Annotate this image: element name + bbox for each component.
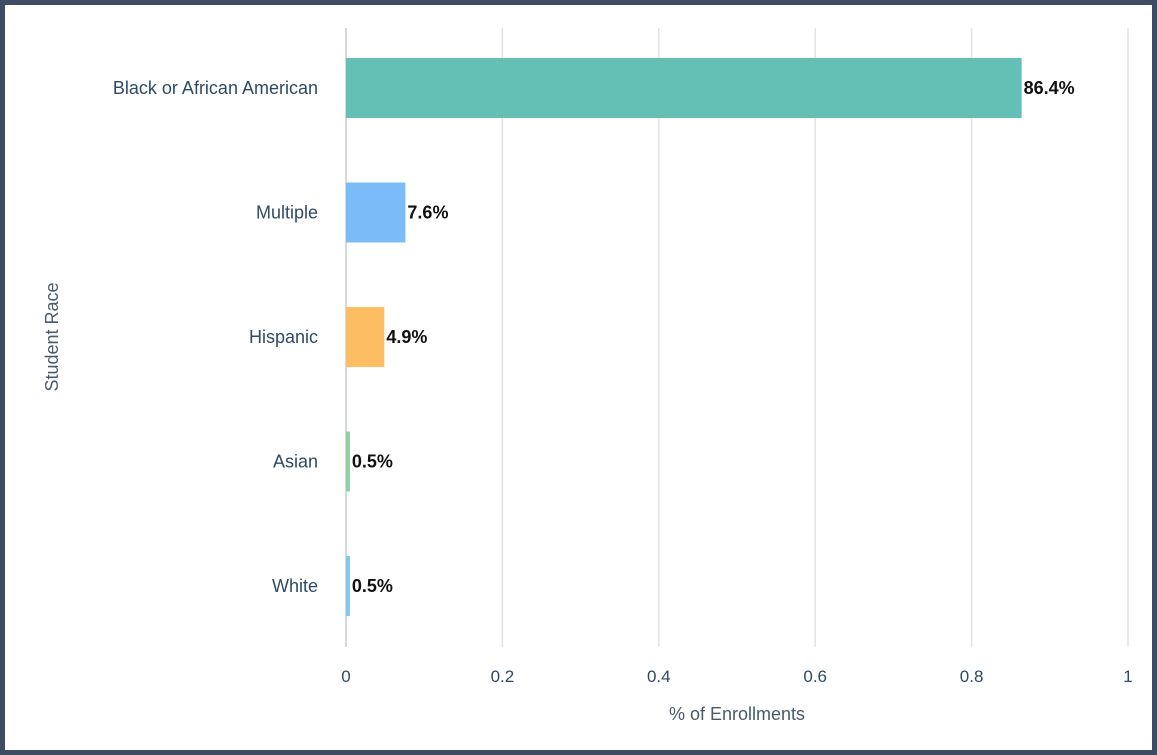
category-label: White — [272, 576, 318, 596]
bar — [346, 58, 1022, 118]
x-tick-label: 0.8 — [960, 667, 984, 686]
gridlines — [345, 28, 1129, 647]
category-label: Asian — [273, 452, 318, 472]
data-label: 86.4% — [1024, 78, 1075, 98]
x-tick-label: 0.4 — [647, 667, 671, 686]
category-label: Black or African American — [113, 78, 318, 98]
data-label: 0.5% — [352, 576, 393, 596]
data-labels: 86.4% 7.6% 4.9% 0.5% 0.5% — [352, 78, 1075, 596]
x-tick-label: 0.6 — [803, 667, 827, 686]
category-labels: Black or African American Multiple Hispani… — [113, 78, 318, 596]
x-axis-title: % of Enrollments — [669, 704, 805, 724]
x-tick-label: 1 — [1123, 667, 1132, 686]
data-label: 7.6% — [407, 203, 448, 223]
bar — [346, 182, 406, 243]
bar — [346, 431, 350, 492]
data-label: 4.9% — [386, 327, 427, 347]
x-tick-label: 0.2 — [491, 667, 515, 686]
bars — [346, 58, 1022, 616]
category-label: Multiple — [256, 203, 318, 223]
data-label: 0.5% — [352, 452, 393, 472]
bar — [346, 556, 350, 616]
x-tick-labels: 0 0.2 0.4 0.6 0.8 1 — [341, 667, 1132, 686]
category-label: Hispanic — [249, 327, 318, 347]
x-tick-label: 0 — [341, 667, 350, 686]
y-axis-title: Student Race — [42, 282, 62, 391]
bar — [346, 307, 385, 367]
